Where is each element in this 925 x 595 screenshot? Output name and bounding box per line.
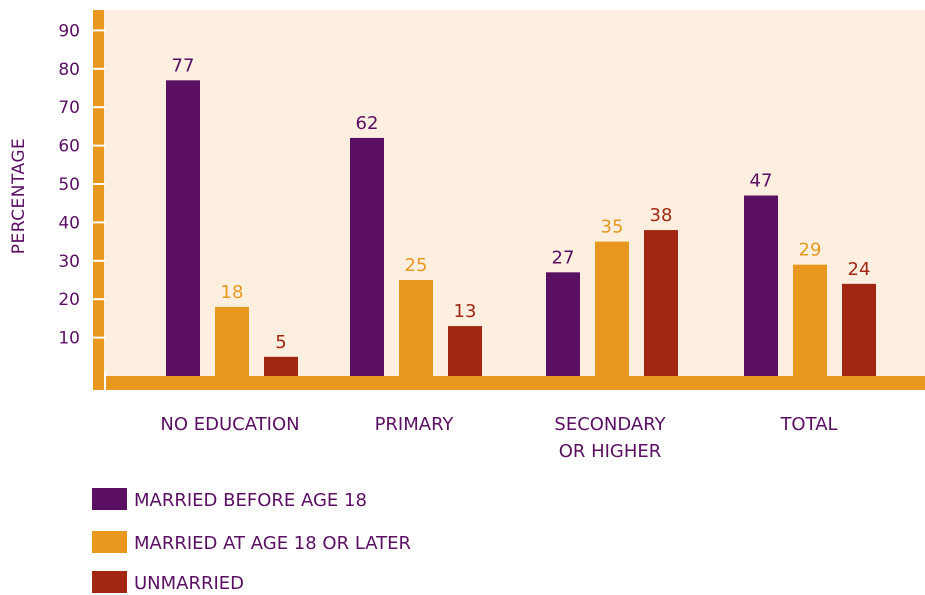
bar xyxy=(350,137,384,376)
y-axis: 10 20 30 40 50 60 70 80 90 xyxy=(58,10,106,390)
bar xyxy=(644,230,678,376)
data-label: 18 xyxy=(221,282,244,303)
bar xyxy=(793,264,827,376)
legend-item: MARRIED BEFORE AGE 18 xyxy=(92,488,367,511)
legend-label: MARRIED AT AGE 18 OR LATER xyxy=(134,533,411,554)
y-axis-title: PERCENTAGE xyxy=(9,138,29,255)
legend-label: MARRIED BEFORE AGE 18 xyxy=(134,490,367,511)
value-labels: 77 62 27 47 18 25 35 29 5 13 38 24 xyxy=(172,55,871,352)
data-label: 5 xyxy=(275,332,286,353)
data-label: 25 xyxy=(405,255,428,276)
data-label: 27 xyxy=(552,247,575,268)
y-tick-label: 40 xyxy=(58,213,80,233)
legend-swatch xyxy=(92,488,127,510)
y-tick-label: 80 xyxy=(58,60,80,80)
bar xyxy=(166,80,200,376)
category-label: SECONDARY xyxy=(554,414,666,435)
y-tick-label: 50 xyxy=(58,175,80,195)
y-tick-label: 60 xyxy=(58,137,80,157)
data-label: 47 xyxy=(750,171,773,192)
y-tick-label: 10 xyxy=(58,329,80,349)
data-label: 13 xyxy=(454,301,477,322)
bar xyxy=(448,326,482,376)
x-axis-line xyxy=(93,376,925,390)
bar xyxy=(595,241,629,376)
bar xyxy=(842,283,876,376)
category-labels: NO EDUCATION PRIMARY SECONDARY OR HIGHER TOT… xyxy=(160,414,837,462)
bar xyxy=(546,272,580,376)
y-tick-label: 70 xyxy=(58,98,80,118)
legend: MARRIED BEFORE AGE 18 MARRIED AT AGE 18 O… xyxy=(92,488,411,594)
legend-swatch xyxy=(92,571,127,593)
legend-item: MARRIED AT AGE 18 OR LATER xyxy=(92,531,411,554)
bar xyxy=(744,195,778,376)
y-axis-line xyxy=(93,10,104,390)
y-tick-label: 90 xyxy=(58,21,80,41)
y-tick-label: 30 xyxy=(58,252,80,272)
data-label: 29 xyxy=(799,240,822,261)
legend-swatch xyxy=(92,531,127,553)
bars xyxy=(166,80,876,376)
y-tick-label: 20 xyxy=(58,290,80,310)
category-label: TOTAL xyxy=(779,414,837,435)
bar xyxy=(215,306,249,376)
category-label: NO EDUCATION xyxy=(160,414,299,435)
data-label: 24 xyxy=(848,259,871,280)
bar xyxy=(264,356,298,376)
bar xyxy=(399,280,433,376)
category-label: PRIMARY xyxy=(375,414,455,435)
data-label: 35 xyxy=(601,217,624,238)
legend-item: UNMARRIED xyxy=(92,571,244,594)
data-label: 62 xyxy=(356,113,379,134)
category-label: OR HIGHER xyxy=(559,441,662,462)
legend-label: UNMARRIED xyxy=(134,573,244,594)
x-axis xyxy=(93,372,925,392)
data-label: 77 xyxy=(172,55,195,76)
data-label: 38 xyxy=(650,205,673,226)
